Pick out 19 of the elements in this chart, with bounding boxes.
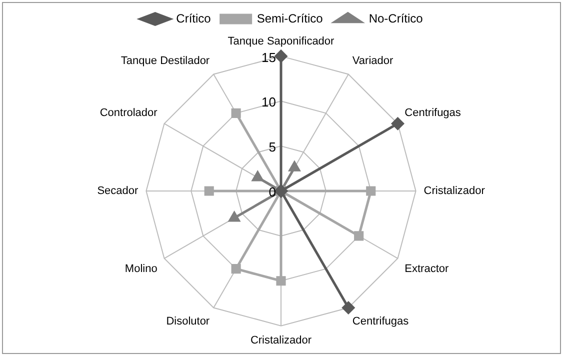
y-tick-label: 5 xyxy=(268,140,276,155)
spoke-label: Centrifugas xyxy=(352,315,410,328)
spoke-label: Disolutor xyxy=(166,315,210,328)
spoke-label: Secador xyxy=(97,185,139,198)
spoke-label: Centrifugas xyxy=(404,107,462,120)
spoke-label: Controlador xyxy=(100,107,158,120)
spoke-label: Tanque Saponificador xyxy=(228,36,335,48)
spoke-label: Tanque Destilador xyxy=(120,54,210,67)
spoke-label: Molino xyxy=(124,263,158,276)
legend-label: Crítico xyxy=(176,11,212,26)
y-tick-label: 15 xyxy=(262,50,276,65)
spoke-label: Cristalizador xyxy=(250,334,312,346)
y-tick-label: 10 xyxy=(262,94,276,110)
y-tick-label: 0 xyxy=(268,184,276,200)
spoke-label: Extractor xyxy=(404,263,450,276)
spoke-label: Variador xyxy=(352,54,394,67)
spoke-label: Cristalizador xyxy=(424,185,486,198)
legend-label: Semi-Crítico xyxy=(256,11,324,26)
legend-label: No-Crítico xyxy=(368,11,424,26)
